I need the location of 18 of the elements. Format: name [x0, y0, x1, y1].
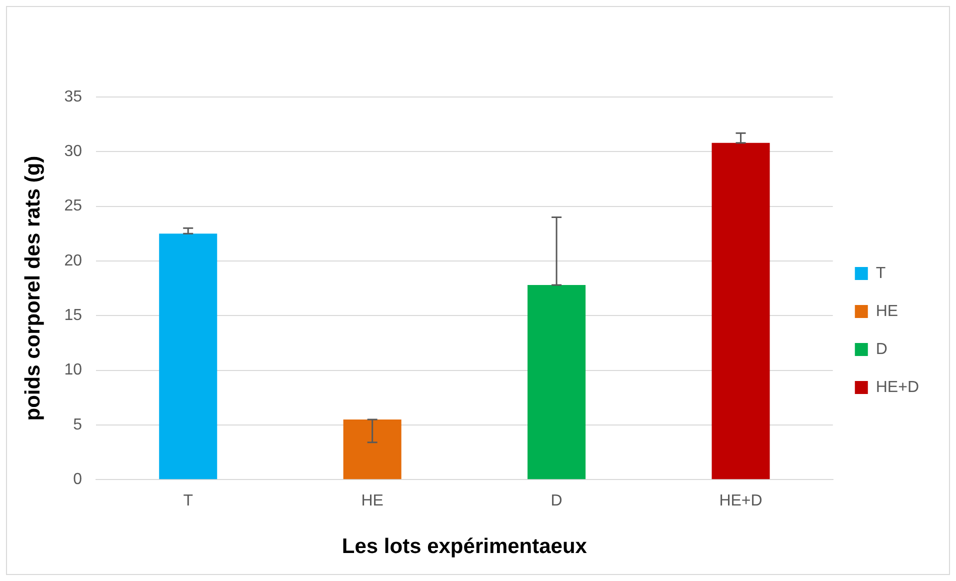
legend-label: HE+D	[876, 378, 919, 396]
y-tick-label: 0	[73, 471, 82, 488]
x-axis-title: Les lots expérimentaeux	[342, 535, 588, 558]
y-tick-label: 25	[64, 198, 82, 215]
y-tick-label: 30	[64, 143, 82, 160]
x-tick-label: HE	[361, 492, 384, 510]
legend-label: D	[876, 340, 888, 358]
y-tick-label: 15	[64, 307, 82, 324]
y-tick-label: 10	[64, 362, 82, 379]
x-tick-label: T	[183, 492, 194, 510]
legend-label: HE	[876, 302, 898, 320]
legend-label: T	[876, 264, 886, 282]
x-tick-label: D	[550, 492, 562, 510]
x-tick-label: HE+D	[719, 492, 762, 510]
y-tick-label: 20	[64, 252, 82, 270]
y-tick-label: 5	[73, 416, 82, 434]
y-axis-title: poids corporel des rats (g)	[21, 156, 44, 421]
y-tick-label: 35	[64, 88, 82, 106]
